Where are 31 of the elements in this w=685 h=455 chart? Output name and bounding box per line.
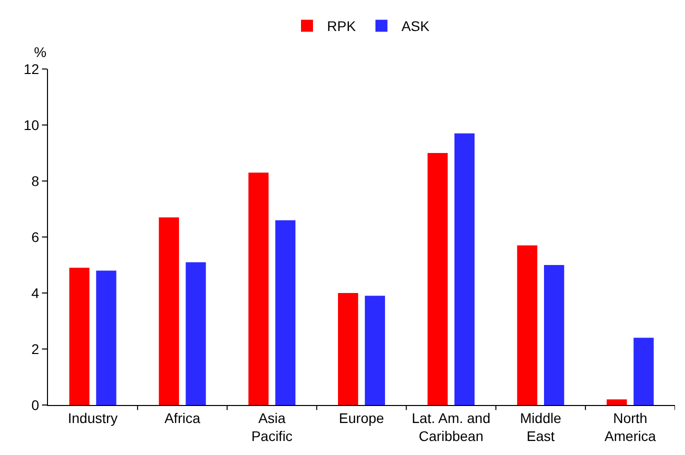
legend-label: ASK: [401, 18, 430, 34]
bar: [69, 268, 90, 405]
y-tick-label: 0: [31, 396, 40, 413]
x-tick-label: Middle East: [520, 410, 562, 444]
bar: [517, 245, 538, 405]
y-tick-label: 12: [24, 60, 40, 77]
x-tick-label: North America: [604, 410, 656, 444]
y-axis-title: %: [34, 44, 46, 60]
bar: [275, 220, 296, 405]
legend-label: RPK: [327, 18, 356, 34]
y-tick-label: 8: [31, 172, 40, 189]
x-tick-label: Lat. Am. and Caribbean: [412, 410, 490, 444]
x-tick-label: Asia Pacific: [251, 410, 293, 444]
bar: [96, 270, 116, 405]
bar: [364, 296, 386, 405]
x-tick-label: Africa: [164, 410, 200, 426]
bar: [544, 265, 564, 405]
bar: [634, 338, 654, 405]
y-tick-label: 2: [31, 340, 40, 357]
bar: [248, 172, 269, 405]
x-tick-label: Europe: [338, 410, 384, 426]
bar: [186, 262, 206, 405]
y-tick-label: 6: [31, 228, 40, 245]
y-tick-label: 4: [31, 284, 40, 301]
bar: [158, 217, 179, 405]
bar: [454, 133, 475, 405]
bar: [428, 153, 448, 405]
bar: [338, 293, 358, 405]
y-tick-label: 10: [24, 116, 40, 133]
x-tick-label: Industry: [68, 410, 118, 426]
bar: [606, 399, 627, 405]
